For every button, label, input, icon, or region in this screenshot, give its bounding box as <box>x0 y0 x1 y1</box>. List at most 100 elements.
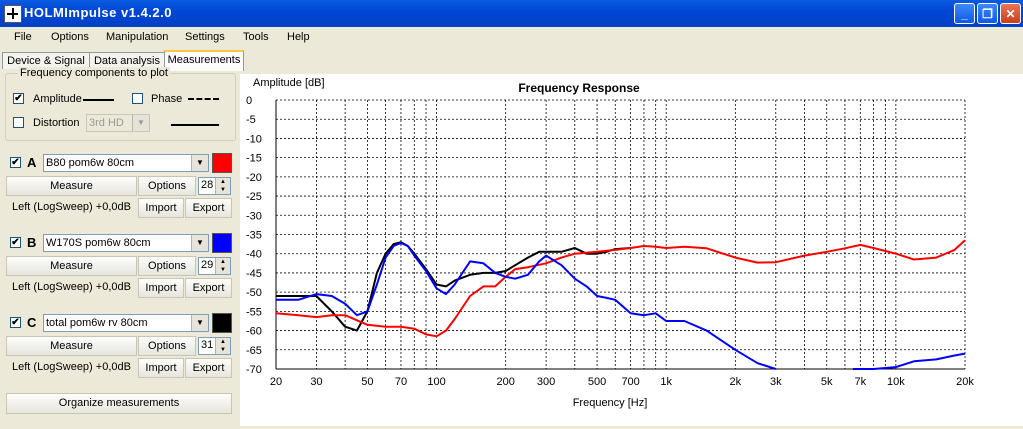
y-tick-label: -35 <box>246 230 262 242</box>
x-tick-label: 20k <box>956 376 974 388</box>
distortion-checkbox[interactable] <box>13 117 24 128</box>
measurement-a-color-swatch[interactable] <box>212 153 232 173</box>
amplitude-label: Amplitude <box>33 93 82 105</box>
x-axis-label: Frequency [Hz] <box>573 397 648 409</box>
measurement-c-checkbox[interactable]: ✔ <box>10 317 21 328</box>
measurement-c-count-stepper[interactable]: 31 ▲ ▼ <box>198 337 231 355</box>
menu-file[interactable]: File <box>14 31 32 43</box>
spin-up-icon[interactable]: ▲ <box>215 338 230 346</box>
distortion-select[interactable]: 3rd HD ▼ <box>86 114 150 132</box>
y-tick-label: -55 <box>246 306 262 318</box>
menu-bar: File Options Manipulation Settings Tools… <box>0 27 1023 49</box>
minimize-button[interactable]: _ <box>954 3 975 24</box>
measurement-b-select[interactable]: W170S pom6w 80cm ▼ <box>43 234 209 252</box>
measurement-c-import-button[interactable]: Import <box>138 358 184 378</box>
menu-settings[interactable]: Settings <box>185 31 225 43</box>
spin-down-icon[interactable]: ▼ <box>215 266 230 274</box>
x-tick-label: 7k <box>854 376 866 388</box>
tab-device-signal[interactable]: Device & Signal <box>2 52 90 69</box>
measurement-a-letter: A <box>27 155 37 170</box>
x-tick-label: 2k <box>730 376 742 388</box>
amplitude-checkbox[interactable]: ✔ <box>13 93 24 104</box>
maximize-button[interactable]: ❐ <box>977 3 998 24</box>
measurement-b-checkbox[interactable]: ✔ <box>10 237 21 248</box>
x-tick-label: 1k <box>660 376 672 388</box>
measurement-c-letter: C <box>27 315 37 330</box>
x-tick-label: 700 <box>621 376 639 388</box>
y-tick-label: 0 <box>246 95 252 107</box>
measurement-c-export-button[interactable]: Export <box>185 358 232 378</box>
measurement-b-export-button[interactable]: Export <box>185 278 232 298</box>
spin-up-icon[interactable]: ▲ <box>215 258 230 266</box>
menu-help[interactable]: Help <box>287 31 310 43</box>
title-bar: HOLMImpulse v1.4.2.0 _ ❐ ✕ <box>0 0 1023 27</box>
menu-tools[interactable]: Tools <box>243 31 269 43</box>
measurement-b-count-stepper[interactable]: 29 ▲ ▼ <box>198 257 231 275</box>
spin-down-icon[interactable]: ▼ <box>215 346 230 354</box>
measurement-a-select[interactable]: B80 pom6w 80cm ▼ <box>43 154 209 172</box>
measurement-a-measure-button[interactable]: Measure <box>6 176 137 196</box>
series-line <box>852 352 966 370</box>
phase-label: Phase <box>151 93 183 105</box>
x-tick-label: 20 <box>270 376 282 388</box>
window-title: HOLMImpulse v1.4.2.0 <box>24 5 172 20</box>
measurement-b-count: 29 <box>201 259 214 271</box>
measurement-b-import-button[interactable]: Import <box>138 278 184 298</box>
frequency-response-plot[interactable]: Frequency Response Amplitude [dB] Freque… <box>240 74 1023 426</box>
organize-measurements-button[interactable]: Organize measurements <box>6 393 232 414</box>
measurement-a-import-button[interactable]: Import <box>138 198 184 218</box>
measurement-b-letter: B <box>27 235 37 250</box>
distortion-line-sample <box>171 124 219 126</box>
measurement-c-options-button[interactable]: Options <box>138 336 196 356</box>
spin-up-icon[interactable]: ▲ <box>215 178 230 186</box>
x-tick-label: 100 <box>427 376 445 388</box>
y-tick-label: -5 <box>246 114 256 126</box>
y-tick-label: -50 <box>246 287 262 299</box>
measurement-b-color-swatch[interactable] <box>212 233 232 253</box>
series <box>275 239 966 370</box>
x-tick-label: 5k <box>821 376 833 388</box>
measurement-c-name: total pom6w rv 80cm <box>46 317 148 329</box>
measurement-a-checkbox[interactable]: ✔ <box>10 157 21 168</box>
x-tick-label: 300 <box>537 376 555 388</box>
y-tick-label: -40 <box>246 249 262 261</box>
group-title: Frequency components to plot <box>18 67 170 79</box>
phase-checkbox[interactable] <box>132 93 143 104</box>
spin-down-icon[interactable]: ▼ <box>215 186 230 194</box>
measurement-b-options-button[interactable]: Options <box>138 256 196 276</box>
measurement-c-measure-button[interactable]: Measure <box>6 336 137 356</box>
measurement-a-options-button[interactable]: Options <box>138 176 196 196</box>
measurement-b-name: W170S pom6w 80cm <box>46 237 151 249</box>
y-tick-label: -25 <box>246 191 262 203</box>
tab-data-analysis[interactable]: Data analysis <box>89 52 165 69</box>
x-tick-label: 10k <box>887 376 905 388</box>
measurement-a-count: 28 <box>201 179 214 191</box>
menu-options[interactable]: Options <box>51 31 89 43</box>
x-tick-label: 50 <box>361 376 373 388</box>
x-tick-label: 500 <box>588 376 606 388</box>
x-tick-label: 70 <box>395 376 407 388</box>
measurement-b-measure-button[interactable]: Measure <box>6 256 137 276</box>
measurement-a-count-stepper[interactable]: 28 ▲ ▼ <box>198 177 231 195</box>
tab-measurements[interactable]: Measurements <box>164 50 244 71</box>
measurement-a-export-button[interactable]: Export <box>185 198 232 218</box>
y-axis-label: Amplitude [dB] <box>253 77 325 89</box>
menu-manipulation[interactable]: Manipulation <box>106 31 169 43</box>
x-tick-label: 200 <box>496 376 514 388</box>
chart-title: Frequency Response <box>518 81 640 95</box>
y-tick-label: -65 <box>246 345 262 357</box>
y-tick-label: -20 <box>246 172 262 184</box>
y-tick-label: -60 <box>246 326 262 338</box>
chevron-down-icon: ▼ <box>191 315 208 331</box>
measurement-c-status: Left (LogSweep) +0,0dB <box>12 361 131 373</box>
amplitude-line-sample <box>83 99 114 101</box>
y-tick-label: -10 <box>246 133 262 145</box>
y-tick-label: -70 <box>246 364 262 376</box>
measurement-c-select[interactable]: total pom6w rv 80cm ▼ <box>43 314 209 332</box>
measurements-panel: Frequency components to plot ✔ Amplitude… <box>0 67 240 426</box>
distortion-label: Distortion <box>33 117 80 129</box>
frequency-components-group: Frequency components to plot ✔ Amplitude… <box>5 67 236 141</box>
series-line <box>275 239 966 338</box>
measurement-c-color-swatch[interactable] <box>212 313 232 333</box>
close-button[interactable]: ✕ <box>1000 3 1021 24</box>
